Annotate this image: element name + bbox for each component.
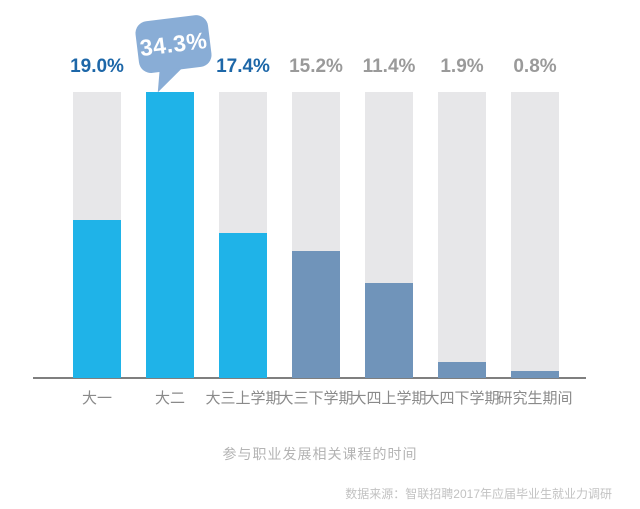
value-label: 1.9%	[440, 56, 484, 77]
x-tick-label: 研究生期间	[497, 390, 573, 407]
bar-track	[438, 92, 486, 378]
bar-fill	[146, 92, 194, 378]
x-tick-label: 大三上学期	[205, 390, 281, 407]
bar-fill	[73, 219, 121, 378]
x-tick-label: 大四上学期	[351, 390, 427, 407]
bar-fill	[438, 362, 486, 378]
value-label: 11.4%	[362, 56, 416, 77]
bar-fill	[511, 371, 559, 378]
bar-fill	[219, 232, 267, 378]
speech-bubble-icon	[135, 15, 212, 93]
bar-fill	[292, 251, 340, 378]
x-tick-label: 大一	[81, 390, 112, 407]
callout-bubble: 34.3%	[132, 12, 216, 94]
x-tick-label: 大四下学期	[424, 390, 500, 407]
source-note: 数据来源：智联招聘2017年应届毕业生就业力调研	[345, 487, 612, 501]
value-label: 17.4%	[216, 56, 270, 77]
x-axis-line	[33, 377, 586, 379]
bar-fill	[365, 282, 413, 378]
value-label: 15.2%	[289, 56, 343, 77]
value-label: 0.8%	[513, 56, 557, 77]
bar-track	[511, 92, 559, 378]
value-label: 19.0%	[70, 56, 124, 77]
x-tick-label: 大三下学期	[278, 390, 354, 407]
x-tick-label: 大二	[154, 390, 185, 407]
chart-title: 参与职业发展相关课程的时间	[222, 446, 418, 462]
